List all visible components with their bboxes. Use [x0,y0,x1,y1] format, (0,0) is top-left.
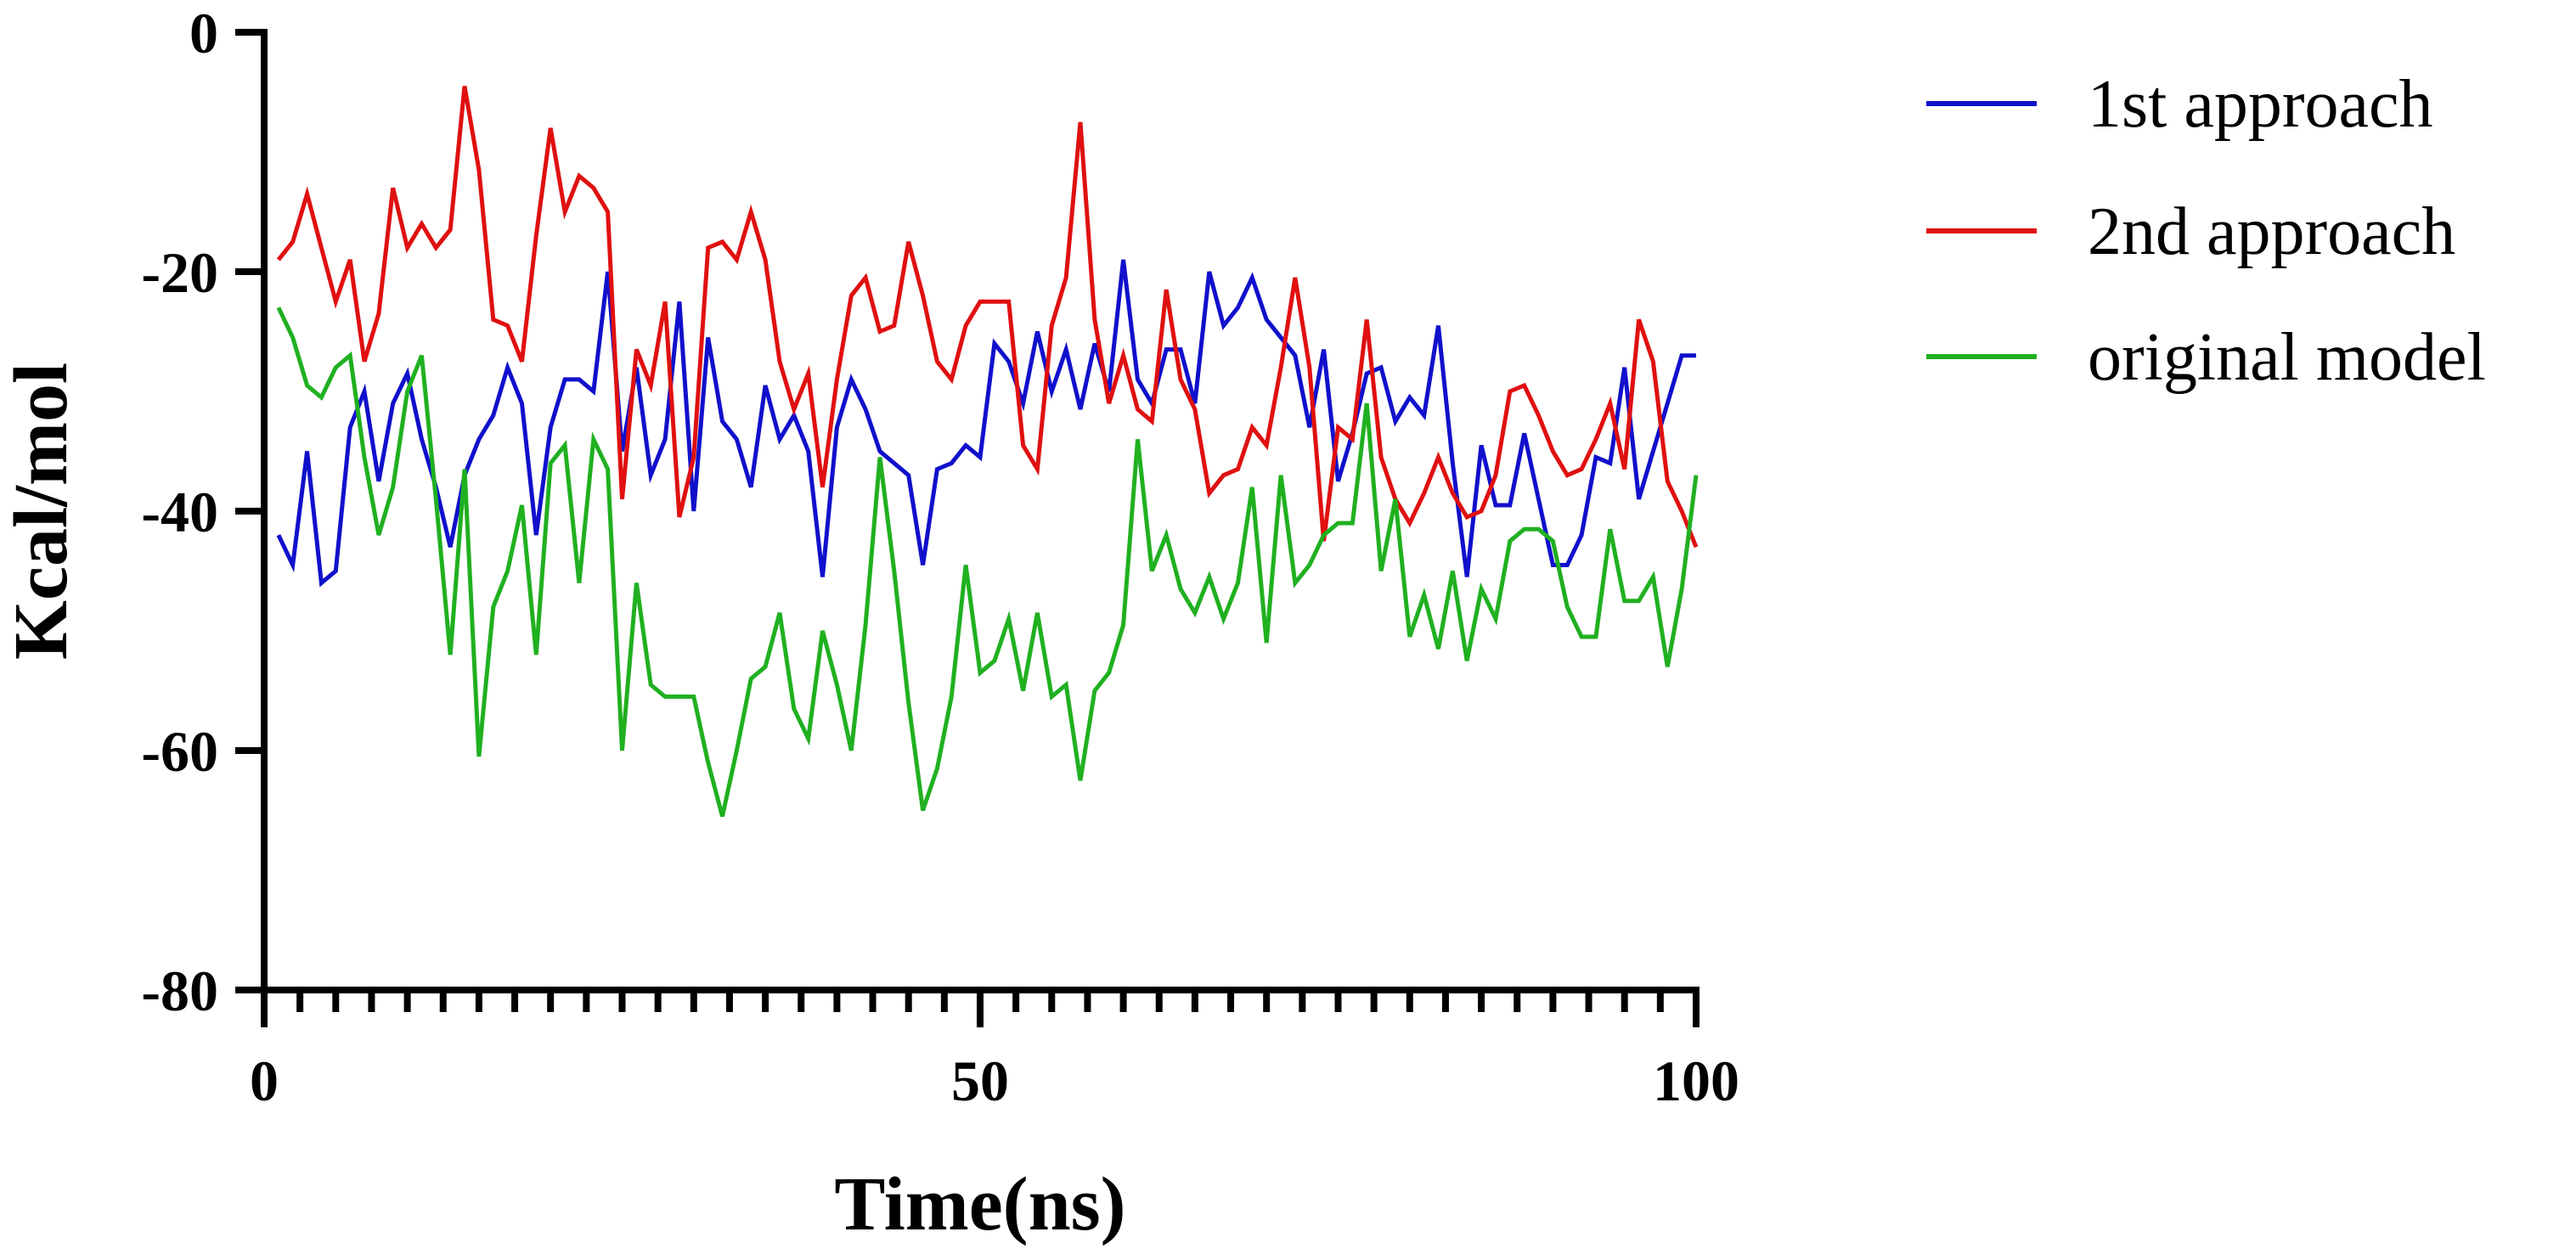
legend-label-1st-approach: 1st approach [2088,67,2433,142]
x-tick-label: 0 [250,1049,279,1113]
y-tick-label: -40 [141,480,218,544]
legend: 1st approach 2nd approach original model [1926,67,2486,395]
y-tick-label: 0 [189,1,218,65]
y-ticks: 0 -20 -40 -60 -80 [141,1,264,1023]
legend-label-2nd-approach: 2nd approach [2088,194,2455,269]
legend-label-original-model: original model [2088,320,2486,395]
x-axis-title: Time(ns) [834,1162,1125,1246]
y-axis-title: Kcal/mol [0,363,83,660]
x-tick-label: 100 [1653,1049,1739,1113]
x-ticks: 0 50 100 [250,990,1739,1113]
y-tick-label: -20 [141,240,218,305]
series-line-2nd-approach [276,86,1699,548]
series-line-1st-approach [276,259,1696,588]
series-line-original-model [276,307,1699,818]
y-tick-label: -60 [141,719,218,784]
y-tick-label: -80 [141,959,218,1023]
series-group [276,86,1699,818]
x-tick-label: 50 [951,1049,1009,1113]
